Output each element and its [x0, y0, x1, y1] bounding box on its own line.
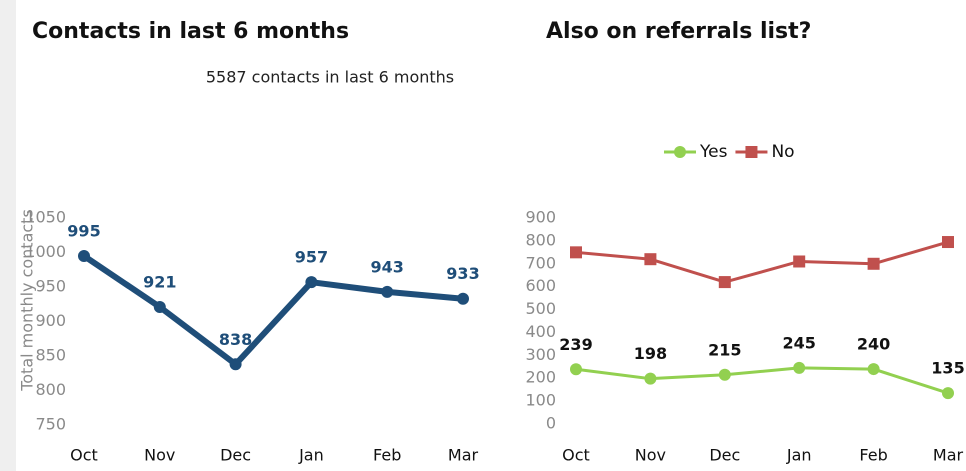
x-tick-label: Jan [786, 446, 812, 465]
series-line [82, 253, 464, 368]
y-tick-label: 600 [525, 276, 556, 295]
y-tick-label: 500 [525, 299, 556, 318]
point [305, 276, 318, 289]
x-tick-label: Nov [635, 446, 666, 465]
x-tick-label: Feb [859, 446, 887, 465]
y-tick-label: 700 [525, 253, 556, 272]
point [793, 361, 806, 374]
y-tick-label: 950 [35, 277, 66, 296]
data-label: 135 [931, 359, 964, 378]
data-label: 198 [634, 344, 667, 363]
point [793, 255, 806, 268]
x-tick-label: Oct [70, 446, 98, 465]
chart-title: Also on referrals list? [546, 19, 811, 44]
point [570, 246, 582, 259]
point [457, 292, 469, 305]
y-tick-label: 900 [525, 208, 556, 227]
x-tick-label: Jan [298, 446, 324, 465]
data-label: 215 [708, 340, 741, 359]
data-label: 957 [295, 248, 328, 267]
point [381, 285, 394, 298]
y-tick-label: 1000 [25, 242, 66, 261]
point [867, 363, 880, 376]
point [942, 236, 954, 249]
y-tick-label: 850 [35, 346, 66, 365]
legend-label: No [771, 142, 794, 162]
data-label: 995 [67, 221, 100, 240]
point [644, 372, 657, 385]
y-tick-label: 200 [525, 368, 556, 387]
y-tick-label: 800 [35, 380, 66, 399]
point [867, 257, 880, 270]
point [570, 363, 582, 376]
y-tick-label: 900 [35, 311, 66, 330]
x-tick-label: Mar [933, 446, 964, 465]
legend-marker [674, 146, 686, 158]
series-line [575, 240, 949, 284]
data-label: 239 [559, 335, 592, 354]
point [942, 387, 954, 400]
x-tick-label: Dec [709, 446, 740, 465]
x-tick-label: Feb [373, 446, 401, 465]
y-tick-label: 300 [525, 345, 556, 364]
series-line [575, 366, 949, 395]
chart-subtitle: 5587 contacts in last 6 months [206, 68, 454, 87]
y-tick-label: 400 [525, 322, 556, 341]
x-tick-label: Mar [448, 446, 479, 465]
x-tick-label: Oct [562, 446, 590, 465]
y-tick-label: 0 [546, 414, 556, 433]
y-tick-label: 1050 [25, 208, 66, 227]
legend-label: Yes [699, 142, 728, 162]
point [644, 253, 657, 266]
x-tick-label: Nov [144, 446, 175, 465]
y-tick-label: 100 [525, 391, 556, 410]
data-label: 245 [782, 333, 815, 352]
chart-title: Contacts in last 6 months [32, 19, 349, 44]
data-label: 240 [857, 335, 890, 354]
x-tick-label: Dec [220, 446, 251, 465]
y-tick-label: 750 [35, 415, 66, 434]
point [78, 249, 90, 262]
y-axis-label: Total monthly contacts [18, 209, 37, 392]
y-tick-label: 800 [525, 230, 556, 249]
point [229, 358, 242, 371]
point [718, 368, 731, 381]
data-label: 943 [370, 257, 403, 276]
data-label: 921 [143, 273, 176, 292]
point [153, 301, 166, 314]
legend-marker [745, 146, 758, 158]
data-label: 933 [446, 264, 479, 283]
side-strip [0, 0, 16, 471]
point [718, 276, 731, 289]
data-label: 838 [219, 330, 252, 349]
